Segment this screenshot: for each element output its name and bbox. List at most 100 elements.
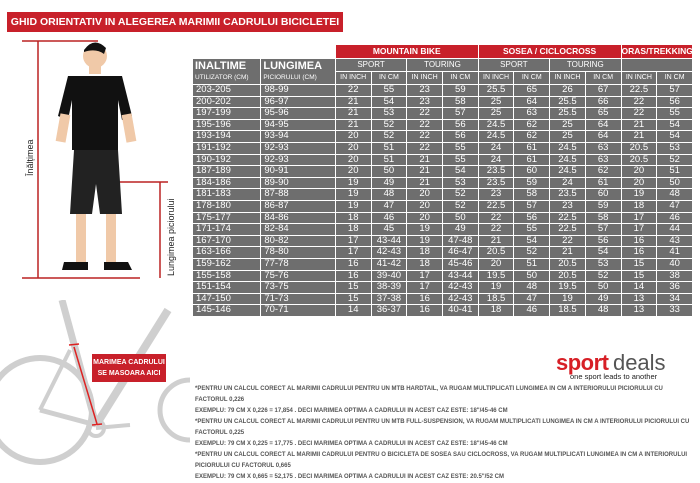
frame-size-cell: 55 [657,108,692,119]
user-height-cell: 171-174 [193,224,261,235]
frame-size-cell: 52 [514,247,550,258]
frame-size-cell: 51 [514,258,550,270]
frame-size-cell: 18 [407,247,442,258]
frame-size-cell: 22 [407,131,442,142]
unit-header: IN INCH [621,72,657,84]
frame-size-cell: 19 [621,189,657,200]
frame-size-cell: 16 [407,293,442,305]
frame-measure-callout: MARIMEA CADRULUI SE MASOARA AICI [92,354,166,382]
frame-size-cell: 43-44 [442,270,478,282]
frame-size-cell: 57 [442,108,478,119]
frame-size-cell: 56 [442,119,478,131]
frame-size-cell: 59 [585,200,621,212]
frame-size-cell: 41 [657,247,692,258]
frame-size-cell: 20 [407,212,442,224]
frame-size-cell: 21 [335,119,371,131]
frame-size-cell: 52 [371,131,407,142]
frame-size-cell: 22 [621,96,657,108]
frame-size-cell: 50 [371,166,407,177]
frame-size-cell: 23 [407,96,442,108]
frame-size-cell: 16 [407,305,442,316]
frame-size-cell: 49 [585,293,621,305]
frame-size-cell: 36-37 [371,305,407,316]
frame-size-cell: 53 [442,177,478,189]
frame-size-cell: 19 [335,189,371,200]
frame-size-cell: 54 [585,247,621,258]
unit-header: IN INCH [407,72,442,84]
frame-size-cell: 45 [371,224,407,235]
frame-size-cell: 20 [407,200,442,212]
frame-size-cell: 52 [442,200,478,212]
table-row: 181-183 87-88 19 48 20 52 23 58 23.5 60 19 48 [193,189,692,200]
frame-size-cell: 47-48 [442,235,478,247]
frame-size-cell: 24 [478,142,514,154]
frame-size-cell: 51 [657,166,692,177]
frame-size-cell: 21 [478,235,514,247]
table-row: 178-180 86-87 19 47 20 52 22.5 57 23 59 18 47 [193,200,692,212]
frame-size-cell: 19 [407,224,442,235]
note-line: *PENTRU UN CALCUL CORECT AL MARIMII CADR… [195,419,690,436]
frame-size-cell: 26 [550,84,585,96]
frame-size-cell: 56 [442,131,478,142]
frame-size-cell: 19 [335,177,371,189]
leg-length-cell: 92-93 [261,154,335,166]
person-measurement-illustration: Înălțimea Lungimea piciorului [22,40,176,279]
table-row: 171-174 82-84 18 45 19 49 22 55 22.5 57 17 44 [193,224,692,235]
frame-size-cell: 19 [335,200,371,212]
frame-size-cell: 25.5 [550,96,585,108]
leg-length-cell: 73-75 [261,281,335,293]
frame-size-cell: 25 [478,96,514,108]
frame-size-cell: 67 [585,84,621,96]
leg-length-cell: 96-97 [261,96,335,108]
table-row: 145-146 70-71 14 36-37 16 40-41 18 46 18.5 48 13 33 [193,305,692,316]
leg-length-cell: 98-99 [261,84,335,96]
leg-length-cell: 93-94 [261,131,335,142]
frame-size-cell: 46 [371,212,407,224]
frame-size-cell: 53 [371,108,407,119]
frame-size-cell: 16 [335,270,371,282]
frame-size-cell: 21 [621,131,657,142]
frame-size-cell: 22 [407,119,442,131]
frame-size-cell: 17 [335,235,371,247]
frame-size-cell: 58 [514,189,550,200]
frame-size-cell: 24.5 [550,154,585,166]
unit-header: IN CM [585,72,621,84]
table-row: 175-177 84-86 18 46 20 50 22 56 22.5 58 17 46 [193,212,692,224]
frame-size-cell: 52 [371,119,407,131]
frame-size-cell: 53 [585,258,621,270]
frame-size-cell: 21 [407,166,442,177]
leg-length-cell: 80-82 [261,235,335,247]
group-header-row: MOUNTAIN BIKE SOSEA / CICLOCROSS ORAS/TR… [193,45,693,58]
frame-size-cell: 25.5 [478,84,514,96]
frame-size-cell: 18 [335,224,371,235]
frame-size-cell: 22.5 [550,224,585,235]
frame-size-cell: 15 [621,270,657,282]
frame-size-cell: 43 [657,235,692,247]
frame-size-cell: 20 [621,166,657,177]
frame-size-cell: 56 [514,212,550,224]
frame-size-cell: 17 [407,281,442,293]
frame-size-cell: 33 [657,305,692,316]
frame-size-cell: 36 [657,281,692,293]
frame-size-cell: 14 [335,305,371,316]
frame-size-cell: 56 [585,235,621,247]
frame-size-cell: 57 [585,224,621,235]
group-road-cyclocross: SOSEA / CICLOCROSS [478,45,621,58]
frame-size-cell: 54 [442,166,478,177]
frame-size-cell: 55 [371,84,407,96]
frame-size-cell: 42-43 [442,293,478,305]
frame-size-cell: 41-42 [371,258,407,270]
frame-size-cell: 23 [407,84,442,96]
frame-size-cell: 21 [335,108,371,119]
frame-size-cell: 61 [514,142,550,154]
frame-size-cell: 61 [585,177,621,189]
frame-size-cell: 50 [514,270,550,282]
frame-size-cell: 18 [407,258,442,270]
frame-size-cell: 55 [442,142,478,154]
frame-size-cell: 24 [550,177,585,189]
frame-size-cell: 22 [621,108,657,119]
user-height-cell: 155-158 [193,270,261,282]
table-row: 195-196 94-95 21 52 22 56 24.5 62 25 64 21 54 [193,119,692,131]
frame-size-cell: 62 [514,131,550,142]
frame-size-cell: 17 [335,247,371,258]
